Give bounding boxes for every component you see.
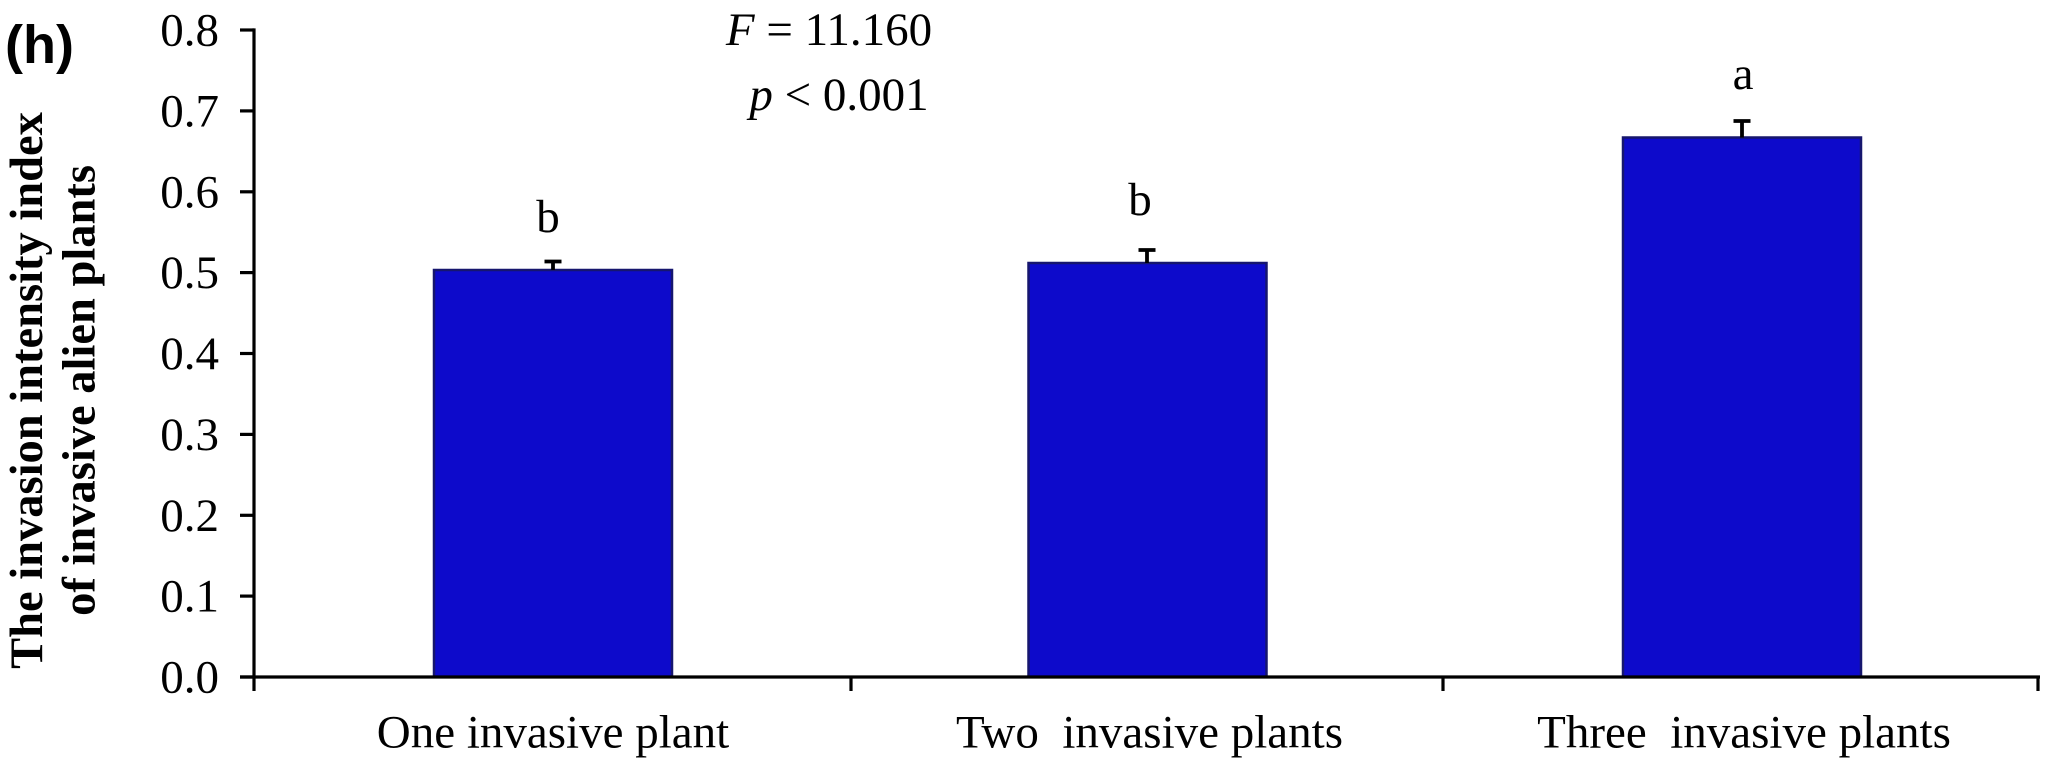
svg-text:of invasive alien plants: of invasive alien plants: [55, 165, 106, 616]
svg-text:b: b: [536, 191, 560, 243]
svg-text:Two invasive plants: Two invasive plants: [956, 707, 1343, 759]
svg-text:0.5: 0.5: [160, 247, 219, 299]
svg-text:0.7: 0.7: [160, 85, 219, 137]
svg-text:0.6: 0.6: [160, 166, 219, 218]
svg-text:Three invasive plants: Three invasive plants: [1537, 707, 1951, 759]
svg-text:0.0: 0.0: [160, 652, 219, 704]
svg-text:One invasive plant: One invasive plant: [377, 707, 729, 759]
svg-text:b: b: [1128, 174, 1152, 226]
svg-text:0.1: 0.1: [160, 571, 219, 623]
svg-text:0.2: 0.2: [160, 490, 219, 542]
svg-text:(h): (h): [5, 15, 74, 75]
svg-text:0.4: 0.4: [160, 328, 219, 380]
svg-text:F = 11.160: F = 11.160: [725, 4, 932, 56]
svg-text:0.3: 0.3: [160, 409, 219, 461]
svg-text:p < 0.001: p < 0.001: [746, 69, 928, 121]
svg-text:a: a: [1733, 48, 1754, 100]
svg-text:The invasion intensity index: The invasion intensity index: [2, 112, 53, 669]
svg-text:0.8: 0.8: [160, 5, 219, 57]
